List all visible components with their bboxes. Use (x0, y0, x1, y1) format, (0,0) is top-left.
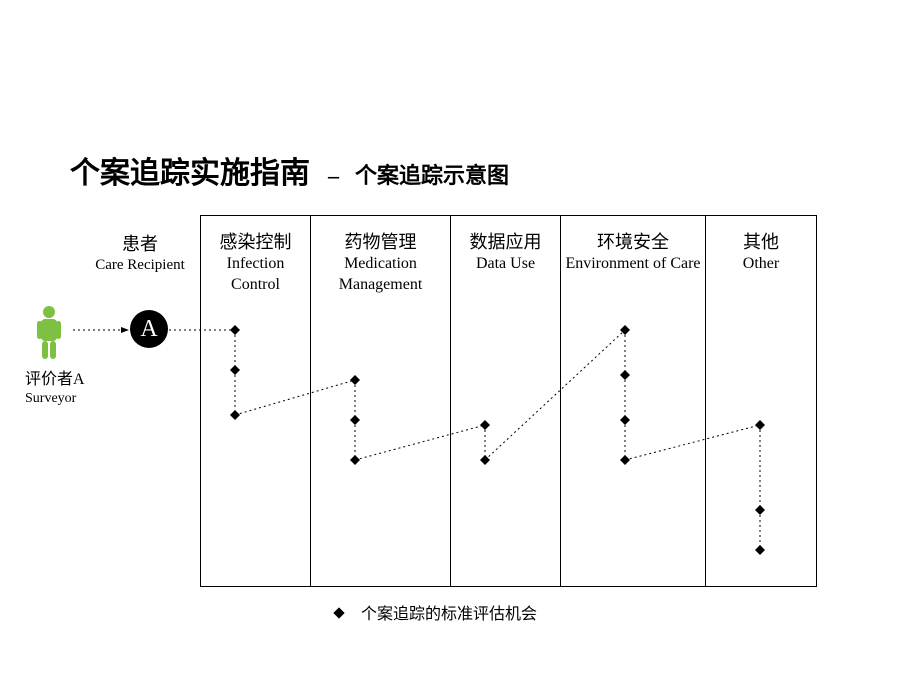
column-label-cn: 感染控制 (201, 228, 310, 254)
column-label-cn: 其他 (706, 228, 816, 254)
sub-title: 个案追踪示意图 (355, 158, 509, 190)
column-0: 感染控制Infection Control (201, 216, 311, 586)
column-label-cn: 数据应用 (451, 228, 560, 254)
column-3: 环境安全Environment of Care (561, 216, 706, 586)
columns-container: 感染控制Infection Control药物管理Medication Mana… (200, 215, 817, 587)
main-title: 个案追踪实施指南 (70, 148, 310, 192)
diamond-icon (333, 608, 344, 619)
column-label-cn: 药物管理 (311, 228, 450, 254)
column-label-en: Infection Control (201, 254, 310, 296)
surveyor-label: 评价者A Surveyor (25, 365, 105, 407)
title-row: 个案追踪实施指南 – 个案追踪示意图 (70, 148, 509, 192)
column-label-en: Medication Management (311, 254, 450, 296)
footer-text: 个案追踪的标准评估机会 (361, 606, 537, 623)
patient-label: 患者 Care Recipient (95, 230, 185, 274)
diagram-area: 患者 Care Recipient A 评价者A Surveyor 感染控制In… (25, 210, 895, 610)
column-label-en: Environment of Care (561, 254, 705, 275)
column-4: 其他Other (706, 216, 816, 586)
surveyor-label-en: Surveyor (25, 391, 76, 406)
column-2: 数据应用Data Use (451, 216, 561, 586)
title-separator: – (328, 163, 339, 189)
patient-label-en: Care Recipient (95, 257, 185, 273)
column-label-en: Other (706, 254, 816, 275)
circle-a-label: A (140, 316, 157, 343)
column-label-cn: 环境安全 (561, 228, 705, 254)
column-1: 药物管理Medication Management (311, 216, 451, 586)
footer-note: 个案追踪的标准评估机会 (335, 600, 537, 624)
patient-label-cn: 患者 (122, 234, 158, 254)
circle-a-icon: A (130, 310, 168, 348)
slide-container: 个案追踪实施指南 – 个案追踪示意图 患者 Care Recipient A 评… (0, 0, 920, 690)
column-label-en: Data Use (451, 254, 560, 275)
surveyor-label-cn: 评价者A (25, 371, 85, 388)
person-icon (35, 305, 63, 361)
